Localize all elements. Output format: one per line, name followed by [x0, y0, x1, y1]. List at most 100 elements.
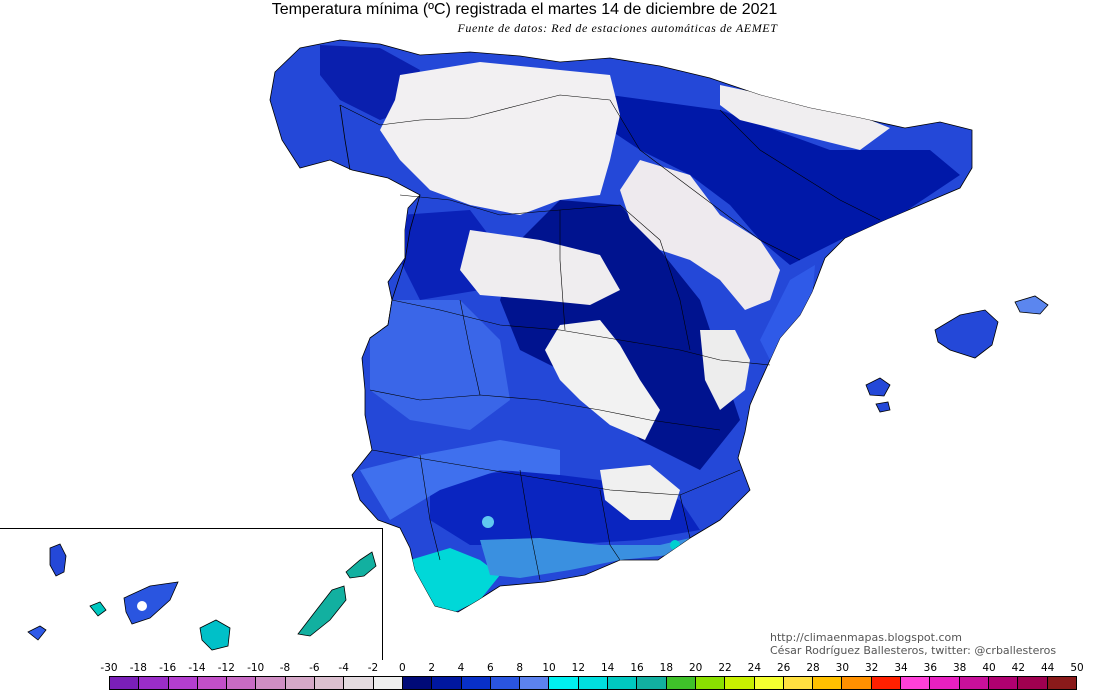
legend-swatch: [813, 677, 843, 689]
zone-cyan-coast: [410, 548, 500, 612]
zone-cyan-spot: [482, 516, 494, 528]
zone-white-east: [700, 330, 750, 410]
zone-teal-coast: [480, 538, 690, 578]
legend-swatch: [402, 677, 433, 689]
legend-tick-label: 44: [1040, 662, 1055, 674]
zone-white-pyrenees: [720, 85, 890, 150]
legend-swatch: [315, 677, 345, 689]
zone-white-mancha: [545, 320, 660, 440]
legend-tick-label: 38: [952, 662, 967, 674]
legend-tick-label: 2: [428, 662, 435, 674]
canary-inset-frame: [0, 528, 383, 660]
zone-light-extremadura: [370, 300, 510, 430]
credit-url: http://climaenmapas.blogspot.com: [770, 631, 962, 644]
zone-dark-north: [610, 95, 960, 265]
legend-tick-label: 24: [747, 662, 762, 674]
legend-tick-label: 36: [923, 662, 938, 674]
legend-tick-label: 40: [982, 662, 996, 674]
legend-tick-label: 22: [718, 662, 732, 674]
legend-tick-label: 16: [630, 662, 644, 674]
region-borders: [339, 94, 881, 581]
legend-swatch: [549, 677, 579, 689]
legend-tick-label: 32: [864, 662, 879, 674]
island-lanzarote: [345, 551, 377, 579]
legend-swatch: [783, 677, 814, 689]
legend-tick-label: -12: [217, 662, 235, 674]
legend-tick-label: 20: [688, 662, 703, 674]
island-el-hierro: [27, 625, 47, 641]
legend-swatch: [988, 677, 1019, 689]
legend-tick-label: 42: [1011, 662, 1026, 674]
canary-islands: [27, 543, 377, 651]
island-mallorca: [934, 309, 999, 359]
legend-tick-label: -14: [188, 662, 206, 674]
legend-swatch: [520, 677, 550, 689]
legend-swatch: [432, 677, 462, 689]
legend-tick-label: 28: [806, 662, 820, 674]
island-la-palma: [49, 543, 67, 577]
teide-peak: [137, 601, 147, 611]
legend-swatch: [608, 677, 638, 689]
zone-white-ebro: [620, 160, 780, 310]
legend-tick-label: -4: [338, 662, 349, 674]
boundary-lines: [339, 104, 421, 339]
zone-white-meseta: [460, 230, 620, 305]
legend-tick-label: 50: [1070, 662, 1084, 674]
legend-tick-label: -18: [129, 662, 147, 674]
legend-swatch: [490, 677, 521, 689]
legend-swatch: [959, 677, 989, 689]
zone-white-north: [380, 62, 620, 215]
legend-tick-label: -8: [279, 662, 291, 674]
balearic-islands: [865, 295, 1049, 413]
legend-swatch: [695, 677, 726, 689]
legend-tick-label: -6: [309, 662, 320, 674]
legend-swatch: [168, 677, 198, 689]
legend-swatch: [637, 677, 667, 689]
legend-swatch: [901, 677, 931, 689]
legend-swatch: [139, 677, 169, 689]
island-tenerife: [123, 581, 179, 625]
legend-tick-label: -16: [159, 662, 177, 674]
legend-tick-label: 4: [457, 662, 465, 674]
legend-swatch: [373, 677, 403, 689]
island-menorca: [1014, 295, 1049, 315]
legend-swatch: [285, 677, 316, 689]
legend-swatch: [461, 677, 491, 689]
legend-swatch: [344, 677, 374, 689]
legend-swatch: [1018, 677, 1048, 689]
zone-light-levante: [760, 265, 815, 360]
legend-tick-label: 18: [659, 662, 674, 674]
legend-swatch: [578, 677, 609, 689]
legend-tick-label: 30: [835, 662, 850, 674]
legend-swatch: [871, 677, 902, 689]
legend-tick-label: 0: [398, 662, 406, 674]
credit-author: César Rodríguez Ballesteros, twitter: @c…: [770, 644, 1057, 657]
map-title: Temperatura mínima (ºC) registrada el ma…: [271, 1, 778, 18]
legend-tick-label: 12: [571, 662, 586, 674]
legend-swatch: [256, 677, 286, 689]
legend-swatch: [227, 677, 257, 689]
legend-tick-label: -2: [367, 662, 379, 674]
peninsula: [269, 39, 973, 613]
legend-swatch: [930, 677, 960, 689]
legend-swatch: [110, 677, 140, 689]
legend-swatch: [197, 677, 228, 689]
island-gran-canaria: [199, 619, 231, 651]
island-ibiza: [865, 377, 891, 397]
legend-tick-label: 26: [776, 662, 791, 674]
island-fuerteventura: [297, 585, 347, 637]
map-subtitle: Fuente de datos: Red de estaciones autom…: [457, 21, 778, 35]
legend-labels: -30 -18 -16 -14 -12 -10 -8 -6 -4 -2 0 2 4 6 8 10 12 14 16 1…: [100, 661, 1090, 675]
legend-tick-label: -30: [100, 662, 118, 674]
legend-tick-label: -10: [247, 662, 265, 674]
zone-light-guadalquivir: [360, 440, 560, 520]
legend-tick-label: 34: [894, 662, 908, 674]
legend-tick-label: 8: [516, 662, 523, 674]
legend-swatch: [725, 677, 755, 689]
legend-swatch: [754, 677, 784, 689]
legend-swatch: [842, 677, 872, 689]
legend-swatch: [666, 677, 696, 689]
legend-tick-label: 14: [600, 662, 615, 674]
legend-tick-label: 10: [542, 662, 556, 674]
